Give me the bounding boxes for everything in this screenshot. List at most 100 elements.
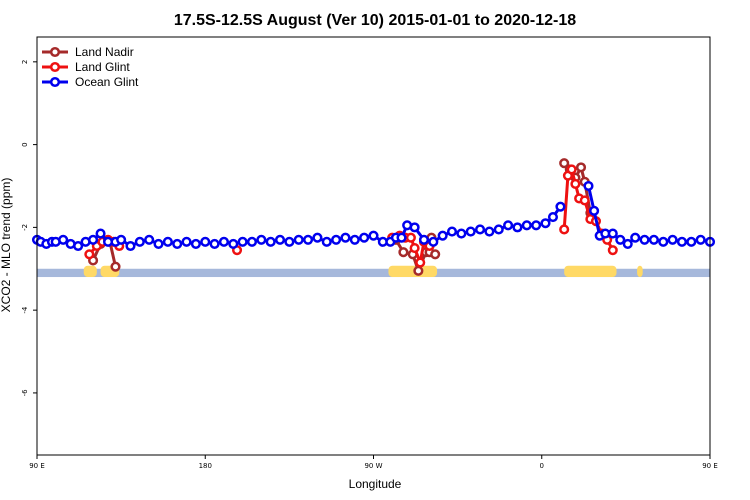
data-point: [396, 232, 407, 243]
y-tick-label: -6: [21, 389, 29, 397]
data-point: [493, 224, 504, 235]
legend-item: Ocean Glint: [42, 75, 139, 89]
plot-frame: [36, 36, 711, 456]
data-point: [676, 236, 688, 247]
land-band-segment: [564, 265, 617, 278]
data-point: [658, 236, 669, 247]
data-point: [274, 234, 286, 245]
data-point: [437, 230, 448, 241]
data-point: [359, 232, 370, 243]
ocean-band: [37, 268, 710, 278]
data-point: [430, 249, 441, 260]
data-point: [153, 238, 164, 249]
data-point: [331, 234, 342, 245]
legend-item: Land Glint: [42, 60, 130, 74]
data-point: [415, 257, 426, 268]
data-point: [695, 234, 706, 245]
data-point: [172, 238, 183, 249]
data-point: [579, 195, 590, 206]
data-point: [209, 238, 220, 249]
data-point: [484, 226, 495, 237]
series-land-glint: [84, 164, 618, 269]
data-point: [409, 222, 420, 233]
legend-item: Land Nadir: [42, 45, 134, 59]
data-point: [555, 201, 566, 212]
data-point: [639, 234, 650, 245]
data-point: [293, 234, 304, 245]
data-point: [418, 234, 430, 245]
data-point: [58, 234, 69, 245]
data-point: [134, 236, 145, 247]
data-point: [398, 247, 409, 258]
data-point: [648, 234, 659, 245]
land-band-segment: [637, 265, 643, 278]
data-point: [503, 220, 514, 231]
data-point: [667, 234, 678, 245]
legend-label: Land Glint: [75, 60, 130, 74]
data-point: [144, 234, 155, 245]
legend-label: Land Nadir: [75, 45, 134, 59]
data-point: [475, 224, 486, 235]
y-tick-label: 2: [21, 60, 29, 64]
data-point: [84, 249, 95, 260]
x-tick-label: 90 E: [29, 462, 45, 470]
series-layer: [31, 158, 716, 276]
data-point: [181, 236, 192, 247]
y-axis-label: XCO2 - MLO trend (ppm): [0, 178, 13, 313]
chart-title: 17.5S-12.5S August (Ver 10) 2015-01-01 t…: [174, 12, 576, 29]
land-band-segment: [83, 265, 97, 278]
data-point: [589, 205, 600, 216]
legend-swatch-marker: [49, 46, 61, 58]
axes: 90 E 180 90 W 0 90 E 2 0 -2 -4 -6: [21, 60, 718, 470]
data-point: [607, 245, 618, 256]
legend-swatch-marker: [49, 76, 61, 88]
data-point: [446, 226, 458, 237]
data-point: [540, 218, 551, 229]
data-point: [405, 232, 416, 243]
y-tick-label: 0: [21, 142, 29, 146]
series-land-nadir: [88, 158, 596, 276]
data-point: [559, 158, 570, 169]
x-axis-label: Longitude: [349, 477, 402, 491]
x-tick-label: 0: [540, 462, 544, 470]
data-point: [73, 240, 84, 252]
data-point: [228, 238, 239, 249]
data-point: [622, 238, 633, 249]
data-point: [200, 236, 211, 247]
data-point: [284, 236, 295, 247]
data-point: [465, 226, 476, 237]
land-band-segment: [388, 265, 438, 278]
data-point: [686, 236, 697, 247]
data-point: [583, 180, 594, 192]
data-point: [321, 236, 332, 247]
legend-swatch-marker: [49, 61, 61, 73]
data-point: [409, 243, 420, 254]
data-point: [246, 236, 258, 247]
data-point: [116, 234, 127, 245]
x-tick-label: 90 W: [364, 462, 382, 470]
data-point: [368, 230, 379, 241]
y-tick-label: -4: [21, 306, 29, 314]
data-point: [256, 234, 267, 245]
data-point: [88, 234, 99, 245]
x-tick-label: 90 E: [702, 462, 718, 470]
data-point: [547, 211, 559, 223]
data-point: [456, 228, 467, 239]
data-point: [312, 232, 323, 243]
data-point: [512, 222, 523, 233]
y-tick-label: -2: [21, 224, 29, 231]
data-point: [125, 240, 136, 252]
data-point: [349, 234, 360, 245]
data-point: [615, 234, 626, 245]
data-point: [607, 228, 618, 239]
data-point: [428, 236, 439, 247]
series-ocean-glint: [31, 180, 716, 252]
data-point: [218, 236, 229, 247]
data-point: [162, 236, 173, 247]
data-point: [570, 178, 581, 189]
x-tick-label: 180: [199, 462, 212, 470]
data-point: [521, 220, 532, 231]
data-point: [566, 164, 577, 175]
land-ocean-band: [37, 265, 710, 278]
